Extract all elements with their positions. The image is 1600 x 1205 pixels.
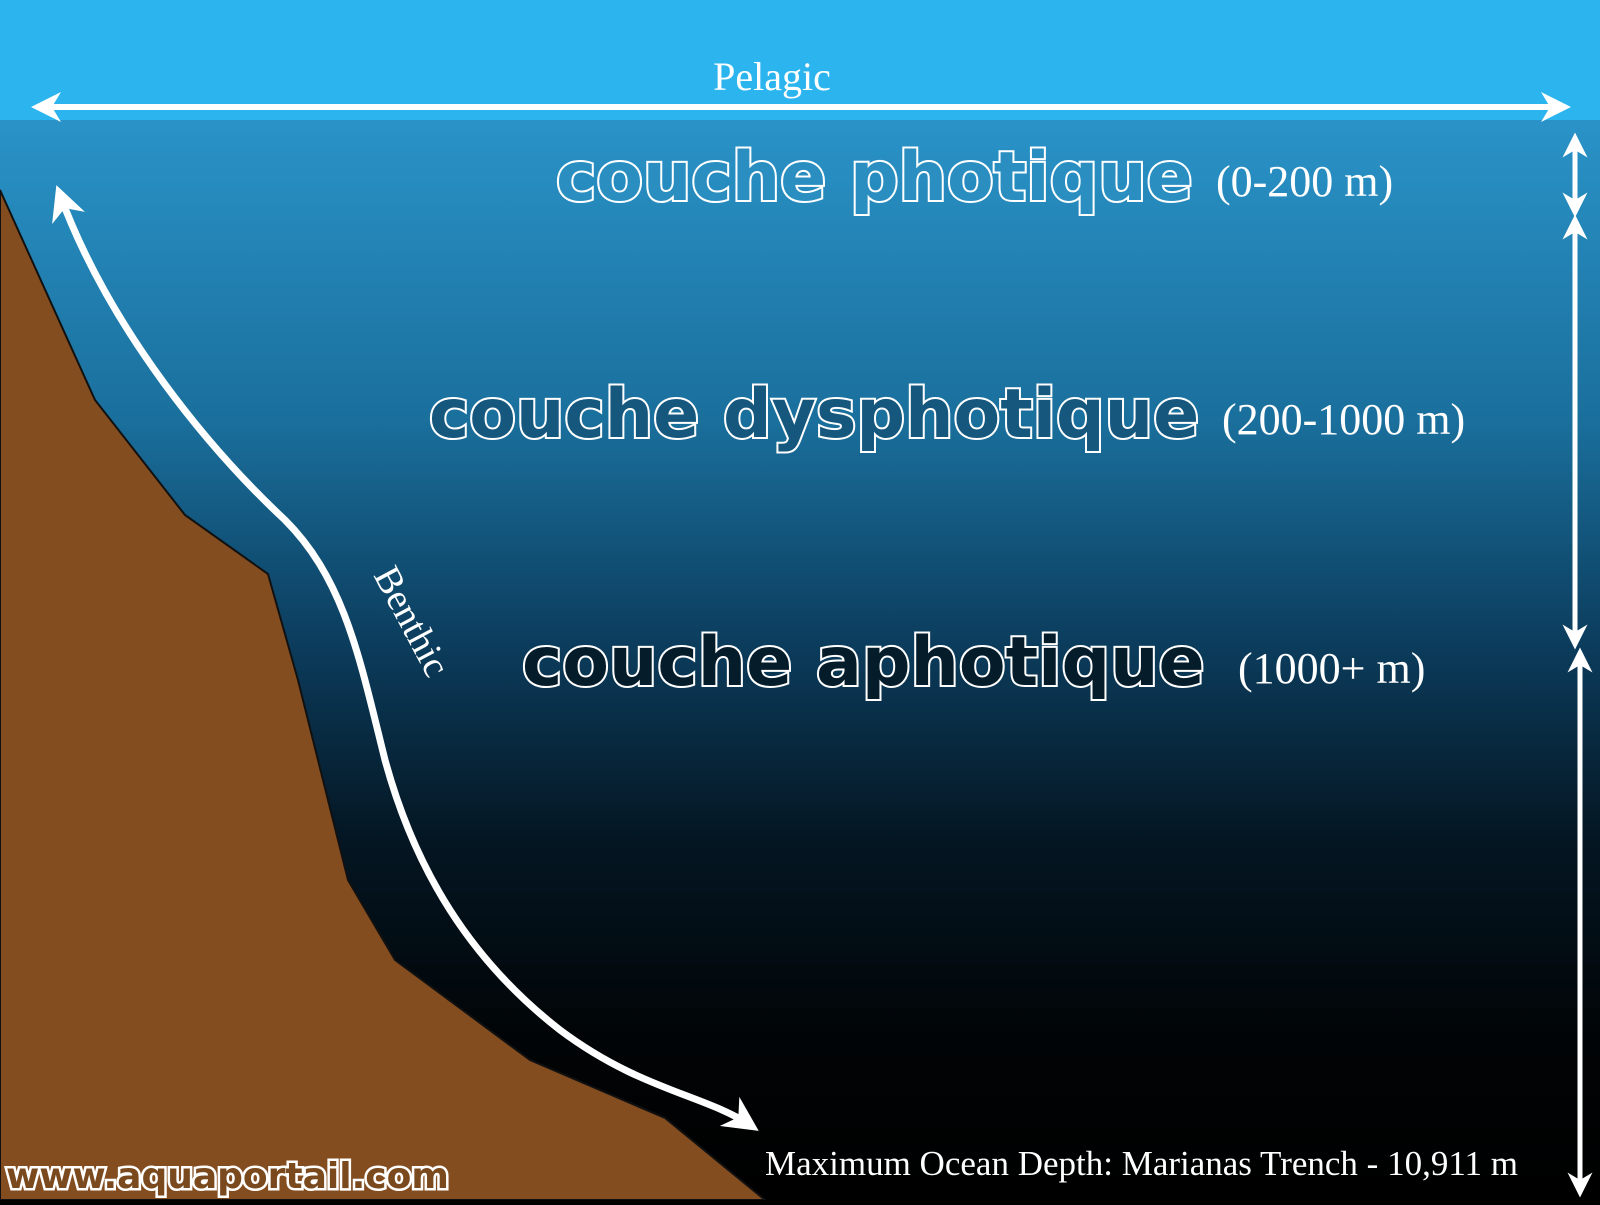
- zone-photic-name: couche photique: [556, 138, 1193, 217]
- zone-photic-name-outline: couche photique: [556, 138, 1193, 217]
- zone-dysphotic-range: (200-1000 m): [1222, 395, 1465, 444]
- zone-photic: couche photique couche photique (0-200 m…: [554, 136, 1393, 219]
- zone-photic-range: (0-200 m): [1216, 157, 1393, 206]
- zone-dysphotic-name: couche dysphotique: [429, 375, 1199, 454]
- zone-dysphotic: couche dysphotique couche dysphotique (2…: [427, 373, 1465, 456]
- zone-dysphotic-name-outline: couche dysphotique: [429, 375, 1199, 454]
- watermark: www.aquaportail.com: [6, 1156, 449, 1197]
- zone-aphotic-range: (1000+ m): [1238, 644, 1425, 693]
- zone-aphotic-name: couche aphotique: [522, 623, 1205, 702]
- zone-aphotic-name-outline: couche aphotique: [522, 623, 1205, 702]
- zone-aphotic: couche aphotique couche aphotique (1000+…: [520, 621, 1425, 704]
- watermark-outline: www.aquaportail.com: [6, 1156, 449, 1197]
- pelagic-label: Pelagic: [713, 54, 831, 99]
- max-depth-note: Maximum Ocean Depth: Marianas Trench - 1…: [765, 1144, 1518, 1183]
- benthic-arrow: [52, 185, 759, 1131]
